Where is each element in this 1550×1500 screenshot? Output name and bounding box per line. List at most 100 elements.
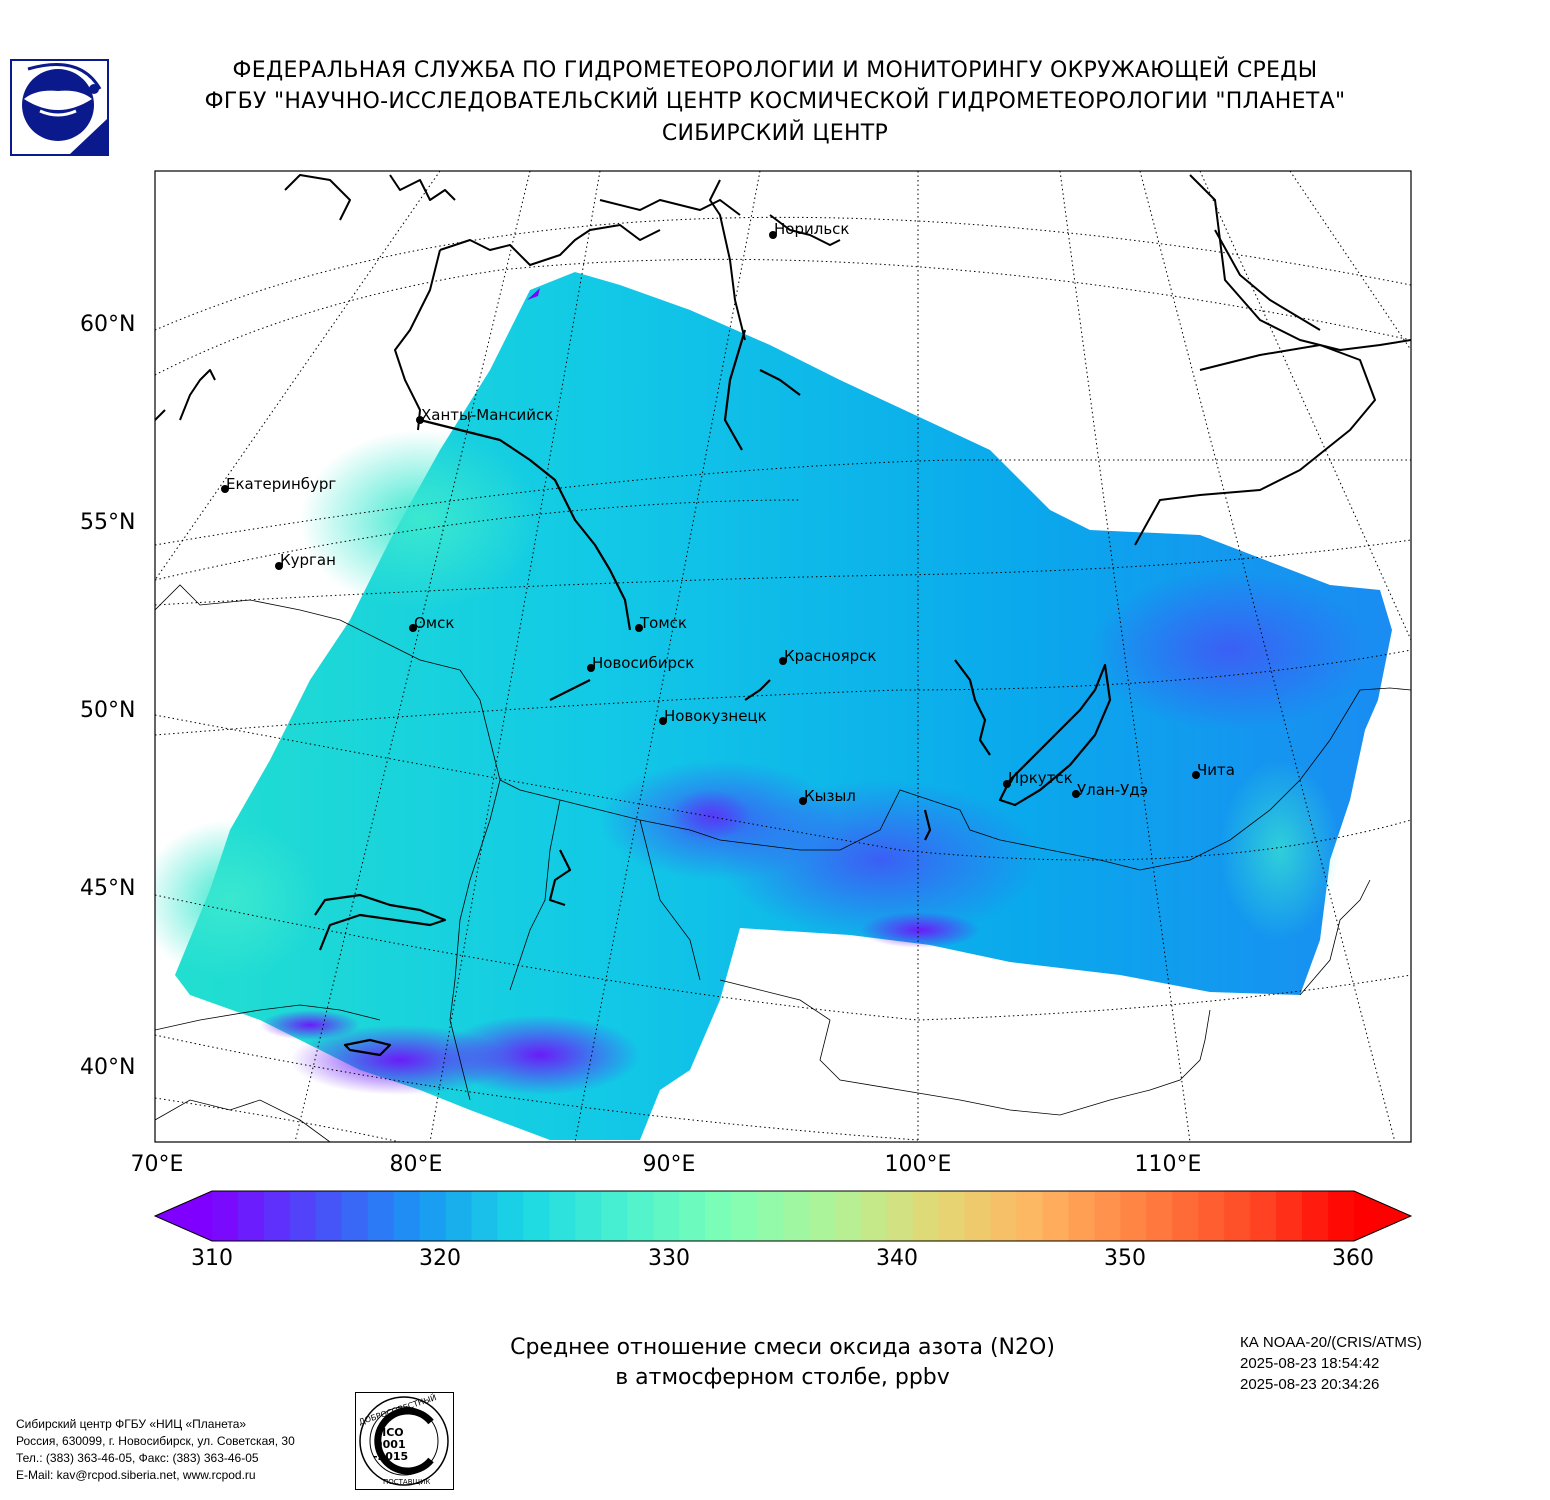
- colorbar-segment: [912, 1191, 940, 1241]
- city-dot-novosibirsk: [587, 664, 595, 672]
- city-dot-tomsk: [635, 624, 643, 632]
- lon-label-100: 100°E: [884, 1152, 952, 1177]
- city-label-chita: Чита: [1197, 761, 1235, 779]
- colorbar-segment: [237, 1191, 265, 1241]
- colorbar-tick-360: 360: [1332, 1246, 1374, 1271]
- colorbar-segment: [627, 1191, 654, 1241]
- lat-label-45: 45°N: [80, 876, 136, 901]
- city-dot-irkutsk: [1003, 780, 1011, 788]
- colorbar-segment: [860, 1191, 888, 1241]
- colorbar-segment: [705, 1191, 732, 1241]
- city-label-kyzyl: Кызыл: [804, 787, 856, 805]
- city-markers: Норильск Ханты-Мансийск Екатеринбург Кур…: [221, 220, 1235, 805]
- city-label-omsk: Омск: [414, 614, 454, 632]
- iso-badge: ДОБРОСОВЕСТНЫЙ ИСО 9001 -2015 ПОСТАВЩИК: [355, 1392, 454, 1490]
- product-title-line-1: Среднее отношение смеси оксида азота (N2…: [510, 1335, 1055, 1360]
- lon-label-80: 80°E: [389, 1152, 443, 1177]
- city-label-tomsk: Томск: [639, 614, 687, 632]
- city-dot-novokuznetsk: [659, 717, 667, 725]
- satellite-info: КА NOAA-20/(CRIS/ATMS) 2025-08-23 18:54:…: [1240, 1332, 1422, 1395]
- city-label-novokuznetsk: Новокузнецк: [664, 707, 767, 725]
- city-dot-yekaterinburg: [221, 485, 229, 493]
- colorbar-segment: [886, 1191, 914, 1241]
- colorbar-segment: [341, 1191, 369, 1241]
- footer-line-2: Россия, 630099, г. Новосибирск, ул. Сове…: [16, 1434, 295, 1448]
- iso-badge-2015: -2015: [373, 1450, 408, 1463]
- colorbar-segment: [1042, 1191, 1070, 1241]
- city-dot-norilsk: [769, 231, 777, 239]
- borders: [155, 584, 1411, 1142]
- colorbar-segment: [419, 1191, 447, 1241]
- city-dot-kurgan: [275, 562, 283, 570]
- header-line-3: СИБИРСКИЙ ЦЕНТР: [661, 121, 889, 146]
- lon-label-90: 90°E: [642, 1152, 696, 1177]
- colorbar-segment: [757, 1191, 784, 1241]
- colorbar-segment: [315, 1191, 343, 1241]
- footer-line-3: Тел.: (383) 363-46-05, Факс: (383) 363-4…: [16, 1451, 259, 1465]
- colorbar-segment: [783, 1191, 810, 1241]
- city-dot-kyzyl: [799, 797, 807, 805]
- colorbar-segment: [549, 1191, 576, 1241]
- colorbar-segment: [1172, 1191, 1199, 1241]
- colorbar-segment: [731, 1191, 758, 1241]
- colorbar-segment: [1302, 1191, 1329, 1241]
- colorbar-segment: [212, 1191, 239, 1241]
- coastlines: [155, 174, 1411, 546]
- city-label-kurgan: Курган: [280, 551, 336, 569]
- colorbar-segment: [679, 1191, 706, 1241]
- lat-label-55: 55°N: [80, 510, 136, 535]
- colorbar-tick-320: 320: [419, 1246, 461, 1271]
- header-line-2: ФГБУ "НАУЧНО-ИССЛЕДОВАТЕЛЬСКИЙ ЦЕНТР КОС…: [204, 89, 1346, 114]
- lon-label-70: 70°E: [130, 1152, 184, 1177]
- planeta-logo: [10, 59, 109, 156]
- colorbar-segment: [471, 1191, 499, 1241]
- colorbar-segment: [938, 1191, 966, 1241]
- graticule: [155, 171, 1411, 1142]
- colorbar-segment: [1016, 1191, 1044, 1241]
- city-label-yekaterinburg: Екатеринбург: [226, 475, 336, 493]
- colorbar-segment: [601, 1191, 628, 1241]
- lon-label-110: 110°E: [1134, 1152, 1202, 1177]
- colorbar-tick-340: 340: [876, 1246, 918, 1271]
- colorbar-tick-330: 330: [648, 1246, 690, 1271]
- city-label-norilsk: Норильск: [774, 220, 849, 238]
- colorbar-segment: [1328, 1191, 1355, 1241]
- colorbar-segment: [1250, 1191, 1277, 1241]
- pass-start-time: 2025-08-23 18:54:42: [1240, 1355, 1380, 1372]
- colorbar-segment: [289, 1191, 317, 1241]
- colorbar-outline: [153, 1190, 1413, 1242]
- city-dot-chita: [1192, 771, 1200, 779]
- colorbar-segment: [523, 1191, 551, 1241]
- city-dot-khanty-mansiysk: [416, 416, 424, 424]
- lat-label-40: 40°N: [80, 1055, 136, 1080]
- colorbar: [153, 1190, 1413, 1242]
- colorbar-segment: [1068, 1191, 1096, 1241]
- colorbar-segment: [808, 1191, 836, 1241]
- iso-badge-bottom: ПОСТАВЩИК: [383, 1478, 430, 1486]
- colorbar-min-extend: [155, 1191, 212, 1241]
- colorbar-segment: [1224, 1191, 1251, 1241]
- city-label-ulan-ude: Улан-Удэ: [1077, 781, 1148, 799]
- city-label-irkutsk: Иркутск: [1008, 769, 1073, 787]
- map-frame: [154, 170, 1412, 1143]
- header-line-1: ФЕДЕРАЛЬНАЯ СЛУЖБА ПО ГИДРОМЕТЕОРОЛОГИИ …: [232, 58, 1318, 83]
- city-label-krasnoyarsk: Красноярск: [784, 647, 876, 665]
- colorbar-segment: [834, 1191, 862, 1241]
- colorbar-segment: [1120, 1191, 1147, 1241]
- city-label-novosibirsk: Новосибирск: [592, 654, 694, 672]
- pass-end-time: 2025-08-23 20:34:26: [1240, 1376, 1380, 1393]
- colorbar-segment: [1094, 1191, 1122, 1241]
- city-dot-krasnoyarsk: [779, 657, 787, 665]
- colorbar-segment: [964, 1191, 992, 1241]
- colorbar-tick-310: 310: [191, 1246, 233, 1271]
- colorbar-segment: [367, 1191, 395, 1241]
- contact-footer: Сибирский центр ФГБУ «НИЦ «Планета» Росс…: [16, 1416, 295, 1484]
- product-title: Среднее отношение смеси оксида азота (N2…: [400, 1333, 1165, 1393]
- product-title-line-2: в атмосферном столбе, ppbv: [615, 1365, 950, 1390]
- city-dot-omsk: [409, 624, 417, 632]
- colorbar-max-extend: [1354, 1191, 1411, 1241]
- footer-line-4: E-Mail: kav@rcpod.siberia.net, www.rcpod…: [16, 1468, 256, 1482]
- colorbar-segment: [1276, 1191, 1303, 1241]
- map-canvas: Норильск Ханты-Мансийск Екатеринбург Кур…: [153, 170, 1413, 1242]
- rivers: [314, 329, 1112, 1057]
